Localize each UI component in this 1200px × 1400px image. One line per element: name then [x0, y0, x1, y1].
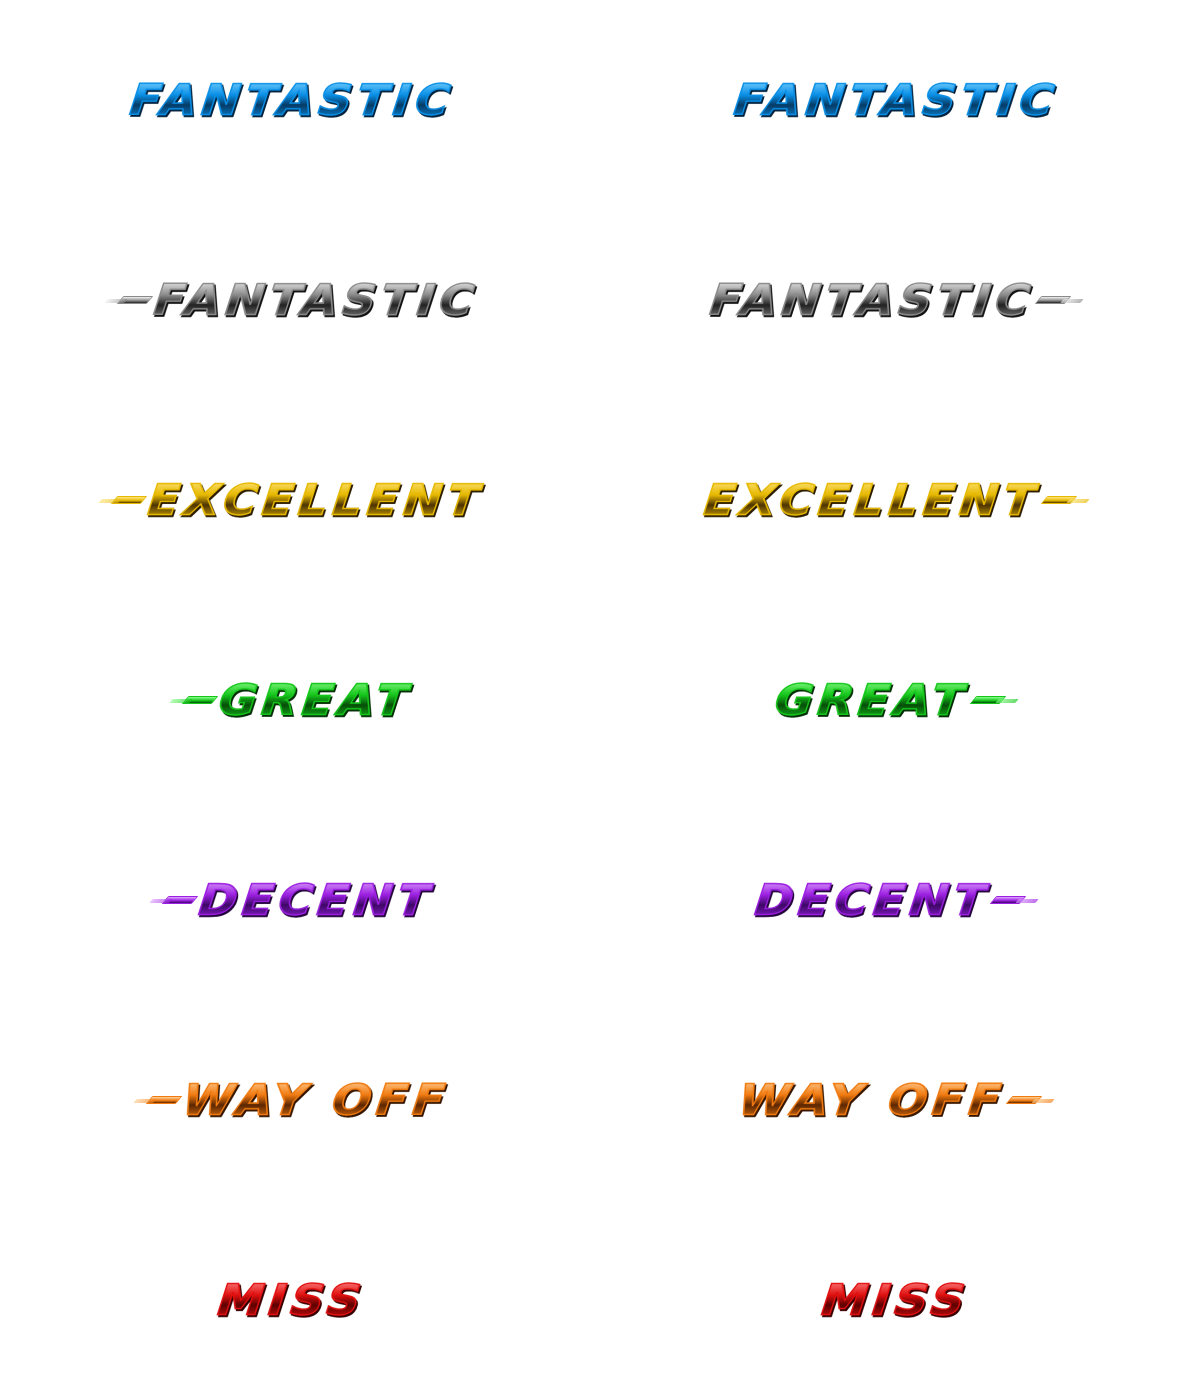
- judgment-fantastic-white: FANTASTIC: [701, 274, 1082, 325]
- dash-right-icon: [993, 896, 1037, 904]
- judgment-text: DECENT: [190, 874, 442, 925]
- dash-left-icon: [135, 1096, 179, 1104]
- dash-left-icon: [100, 496, 144, 504]
- judgment-text: FANTASTIC: [725, 74, 1067, 125]
- cell-fantastic-white-right: FANTASTIC: [600, 200, 1200, 400]
- judgment-text: FANTASTIC: [121, 74, 463, 125]
- judgment-great: GREAT: [767, 674, 1017, 725]
- judgment-fantastic-blue: FANTASTIC: [725, 74, 1067, 125]
- dash-left-icon: [171, 696, 215, 704]
- judgment-text: MISS: [814, 1274, 979, 1325]
- judgment-excellent: EXCELLENT: [696, 474, 1088, 525]
- cell-miss-right: MISS: [600, 1200, 1200, 1400]
- cell-miss-left: MISS: [0, 1200, 600, 1400]
- cell-fantastic-blue-left: FANTASTIC: [0, 0, 600, 200]
- judgment-way-off: WAY OFF: [730, 1074, 1053, 1125]
- judgment-excellent: EXCELLENT: [100, 474, 493, 525]
- dash-right-icon: [1038, 296, 1082, 304]
- cell-fantastic-blue-right: FANTASTIC: [600, 0, 1200, 200]
- dash-right-icon: [973, 696, 1017, 704]
- judgment-text: DECENT: [746, 874, 998, 925]
- dash-left-icon: [106, 296, 150, 304]
- judgment-text: EXCELLENT: [140, 474, 493, 525]
- judgment-text: GREAT: [211, 674, 422, 725]
- judgment-text: EXCELLENT: [696, 474, 1049, 525]
- judgment-great: GREAT: [171, 674, 422, 725]
- judgment-fantastic-white: FANTASTIC: [106, 274, 487, 325]
- judgment-text: MISS: [210, 1274, 375, 1325]
- dash-right-icon: [1009, 1096, 1053, 1104]
- judgment-text: FANTASTIC: [701, 274, 1043, 325]
- cell-great-left: GREAT: [0, 600, 600, 800]
- judgment-text: WAY OFF: [174, 1074, 458, 1125]
- judgment-way-off: WAY OFF: [135, 1074, 458, 1125]
- cell-way-off-right: WAY OFF: [600, 1000, 1200, 1200]
- judgment-fantastic-blue: FANTASTIC: [121, 74, 463, 125]
- cell-fantastic-white-left: FANTASTIC: [0, 200, 600, 400]
- judgment-decent: DECENT: [746, 874, 1038, 925]
- judgment-text: FANTASTIC: [145, 274, 487, 325]
- judgment-miss: MISS: [210, 1274, 375, 1325]
- dash-right-icon: [1044, 496, 1088, 504]
- judgment-text: GREAT: [767, 674, 978, 725]
- dash-left-icon: [151, 896, 195, 904]
- cell-excellent-left: EXCELLENT: [0, 400, 600, 600]
- cell-way-off-left: WAY OFF: [0, 1000, 600, 1200]
- cell-decent-left: DECENT: [0, 800, 600, 1000]
- judgment-decent: DECENT: [151, 874, 442, 925]
- cell-decent-right: DECENT: [600, 800, 1200, 1000]
- cell-excellent-right: EXCELLENT: [600, 400, 1200, 600]
- judgment-text: WAY OFF: [730, 1074, 1014, 1125]
- cell-great-right: GREAT: [600, 600, 1200, 800]
- judgment-miss: MISS: [814, 1274, 979, 1325]
